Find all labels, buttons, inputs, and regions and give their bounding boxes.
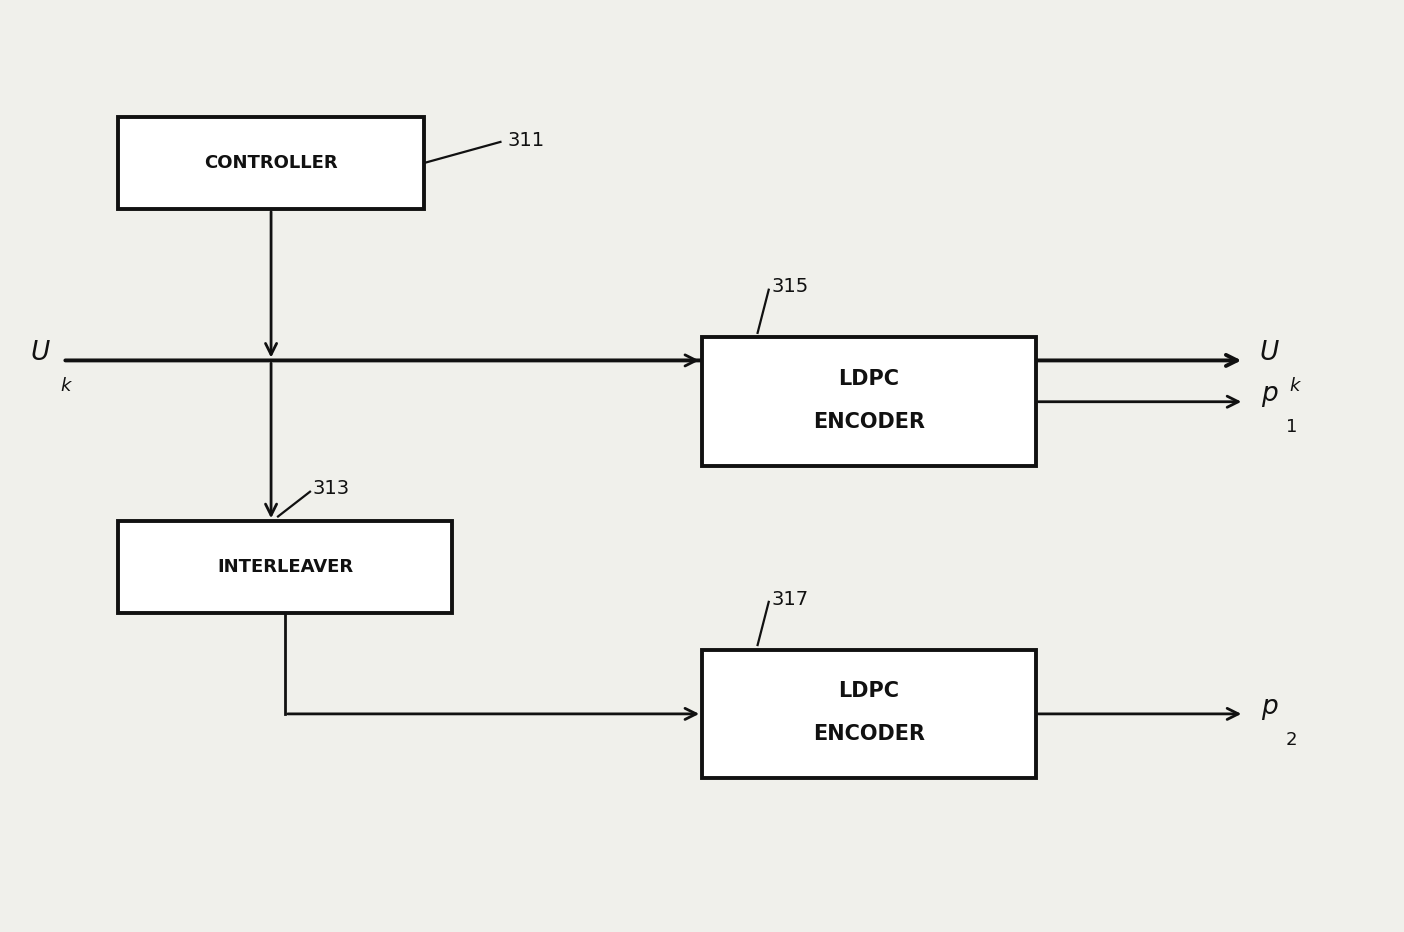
Text: 317: 317 bbox=[772, 590, 809, 609]
Text: INTERLEAVER: INTERLEAVER bbox=[216, 558, 352, 576]
Text: p: p bbox=[1261, 693, 1278, 720]
Text: k: k bbox=[60, 377, 70, 395]
Text: 313: 313 bbox=[313, 479, 350, 499]
FancyBboxPatch shape bbox=[702, 650, 1036, 778]
Text: U: U bbox=[31, 340, 51, 366]
Text: U: U bbox=[1259, 340, 1279, 366]
Text: 315: 315 bbox=[772, 278, 809, 296]
Text: k: k bbox=[1289, 377, 1299, 395]
Text: 311: 311 bbox=[507, 130, 545, 149]
FancyBboxPatch shape bbox=[702, 337, 1036, 466]
Text: p: p bbox=[1261, 381, 1278, 407]
Text: 2: 2 bbox=[1286, 731, 1297, 748]
Text: 1: 1 bbox=[1286, 418, 1297, 436]
Text: LDPC: LDPC bbox=[838, 681, 900, 701]
Text: LDPC: LDPC bbox=[838, 369, 900, 389]
Text: CONTROLLER: CONTROLLER bbox=[204, 154, 338, 172]
Text: ENCODER: ENCODER bbox=[813, 724, 925, 744]
FancyBboxPatch shape bbox=[118, 117, 424, 209]
FancyBboxPatch shape bbox=[118, 521, 452, 613]
Text: ENCODER: ENCODER bbox=[813, 412, 925, 432]
